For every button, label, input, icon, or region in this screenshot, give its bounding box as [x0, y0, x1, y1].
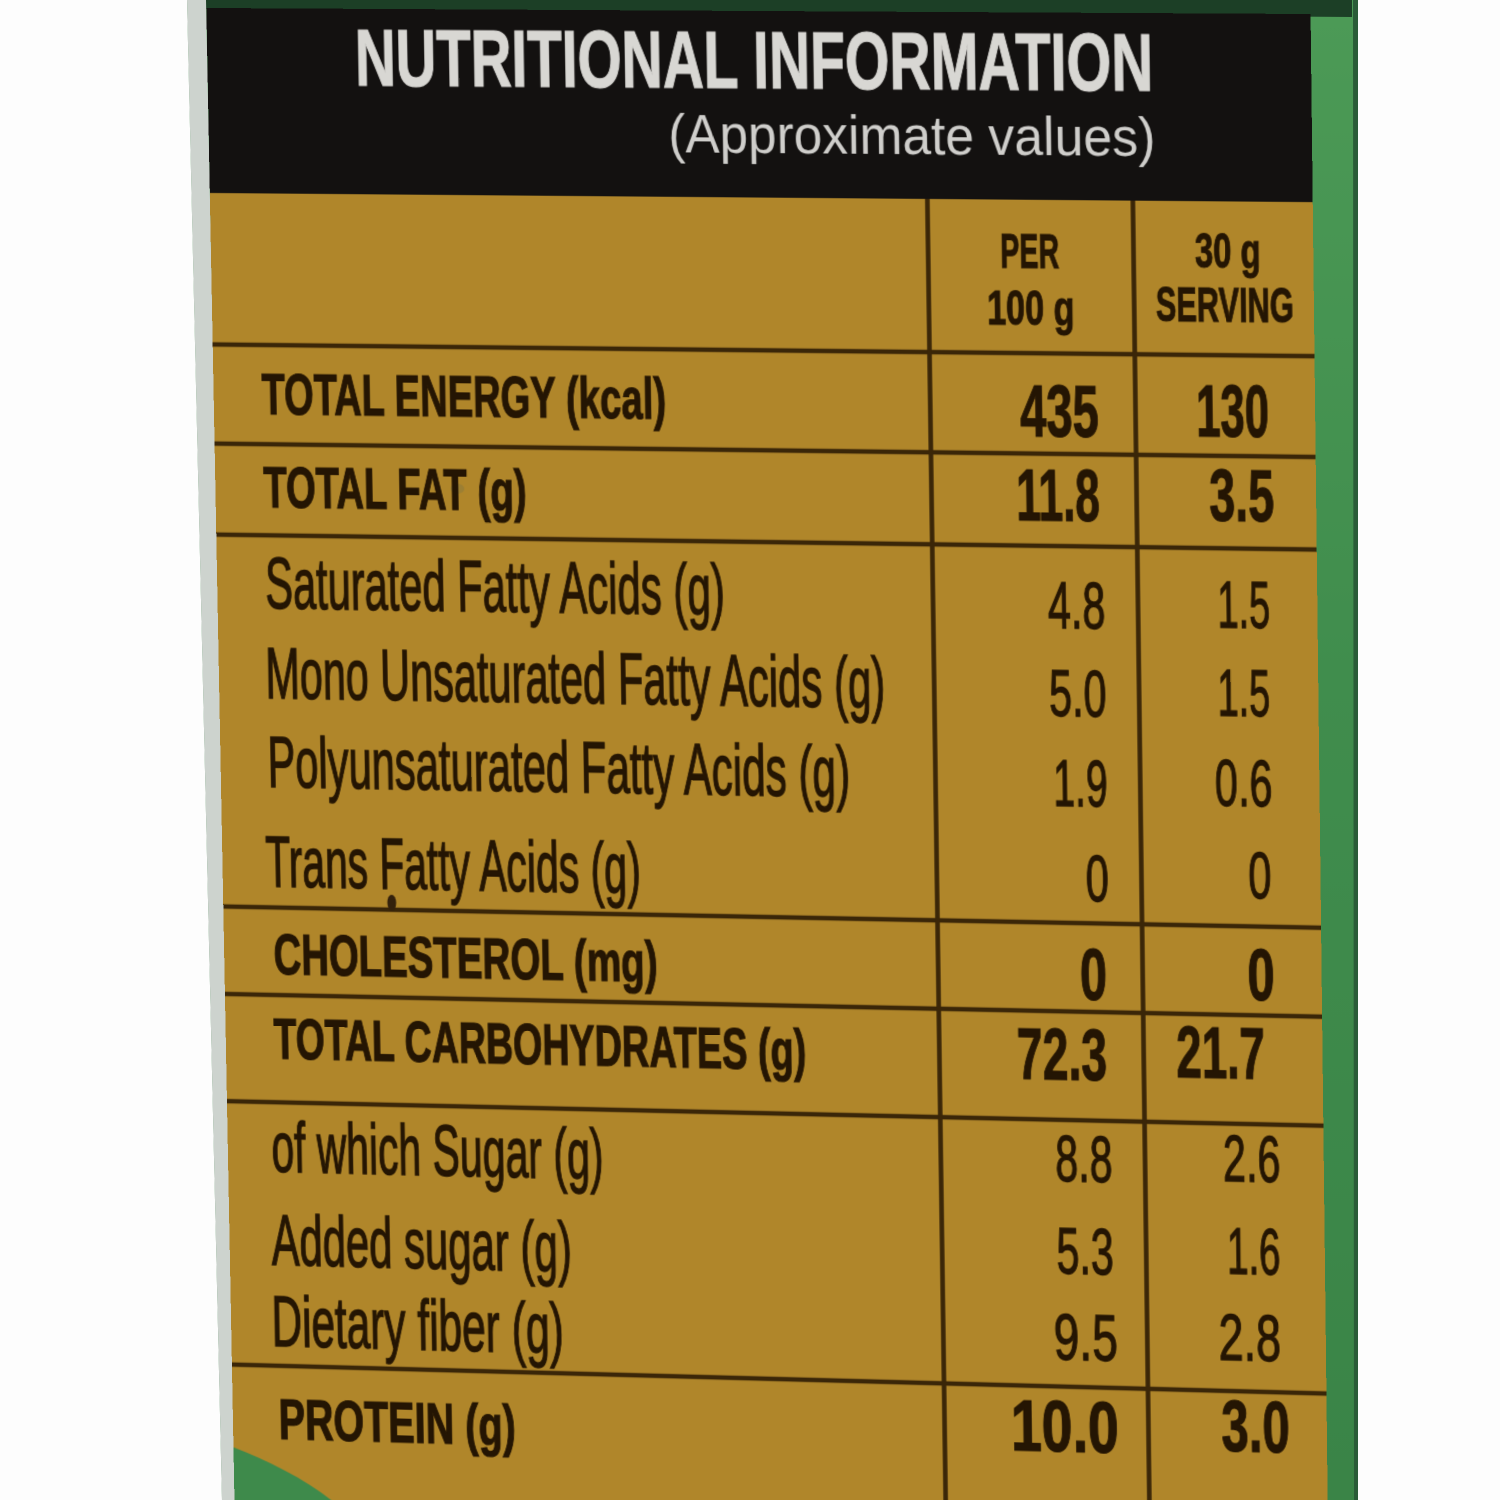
svg-text:72.3: 72.3 [1016, 1014, 1107, 1097]
svg-text:CHOLESTEROL (mg): CHOLESTEROL (mg) [273, 924, 658, 995]
svg-text:130: 130 [1196, 371, 1270, 454]
svg-text:1.6: 1.6 [1227, 1215, 1281, 1289]
svg-text:5.3: 5.3 [1056, 1215, 1114, 1289]
svg-text:Trans Fatty Acids (g): Trans Fatty Acids (g) [265, 822, 642, 909]
svg-text:4.8: 4.8 [1047, 568, 1105, 642]
svg-text:Dietary fiber (g): Dietary fiber (g) [271, 1282, 565, 1369]
svg-text:SERVING: SERVING [1156, 278, 1294, 334]
svg-text:30 g: 30 g [1195, 225, 1262, 280]
svg-text:1.5: 1.5 [1217, 656, 1270, 730]
svg-text:0: 0 [1079, 935, 1107, 1017]
svg-text:Added sugar (g): Added sugar (g) [271, 1200, 573, 1287]
svg-text:0: 0 [1247, 935, 1275, 1017]
svg-text:TOTAL CARBOHYDRATES (g): TOTAL CARBOHYDRATES (g) [273, 1008, 807, 1083]
svg-text:1.9: 1.9 [1053, 747, 1108, 821]
svg-text:0.6: 0.6 [1214, 746, 1272, 820]
svg-text:3.0: 3.0 [1221, 1386, 1290, 1469]
svg-text:of which Sugar (g): of which Sugar (g) [271, 1108, 604, 1196]
svg-text:0: 0 [1248, 839, 1272, 913]
svg-text:8.8: 8.8 [1055, 1123, 1113, 1197]
svg-text:11.8: 11.8 [1016, 455, 1101, 538]
svg-text:21.7: 21.7 [1176, 1012, 1266, 1095]
svg-text:TOTAL FAT (g): TOTAL FAT (g) [263, 457, 527, 524]
svg-text:2.6: 2.6 [1223, 1123, 1281, 1197]
svg-text:Mono Unsaturated Fatty Acids (: Mono Unsaturated Fatty Acids (g) [265, 634, 886, 725]
svg-text:1.5: 1.5 [1217, 568, 1270, 642]
svg-text:PROTEIN (g): PROTEIN (g) [278, 1389, 516, 1458]
svg-text:PER: PER [1000, 225, 1060, 280]
svg-text:NUTRITIONAL INFORMATION: NUTRITIONAL INFORMATION [354, 12, 1153, 108]
svg-text:3.5: 3.5 [1209, 455, 1275, 538]
svg-text:5.0: 5.0 [1049, 656, 1107, 730]
svg-text:9.5: 9.5 [1053, 1301, 1118, 1375]
svg-text:Saturated Fatty Acids (g): Saturated Fatty Acids (g) [265, 544, 726, 631]
svg-text:10.0: 10.0 [1010, 1386, 1119, 1469]
svg-text:100 g: 100 g [987, 282, 1075, 337]
svg-text:TOTAL ENERGY (kcal): TOTAL ENERGY (kcal) [261, 363, 666, 431]
svg-text:Polyunsaturated Fatty Acids (g: Polyunsaturated Fatty Acids (g) [267, 723, 851, 814]
svg-text:(Approximate values): (Approximate values) [668, 104, 1156, 168]
svg-text:0: 0 [1085, 842, 1109, 916]
svg-text:2.8: 2.8 [1218, 1301, 1281, 1375]
svg-text:435: 435 [1020, 371, 1100, 454]
